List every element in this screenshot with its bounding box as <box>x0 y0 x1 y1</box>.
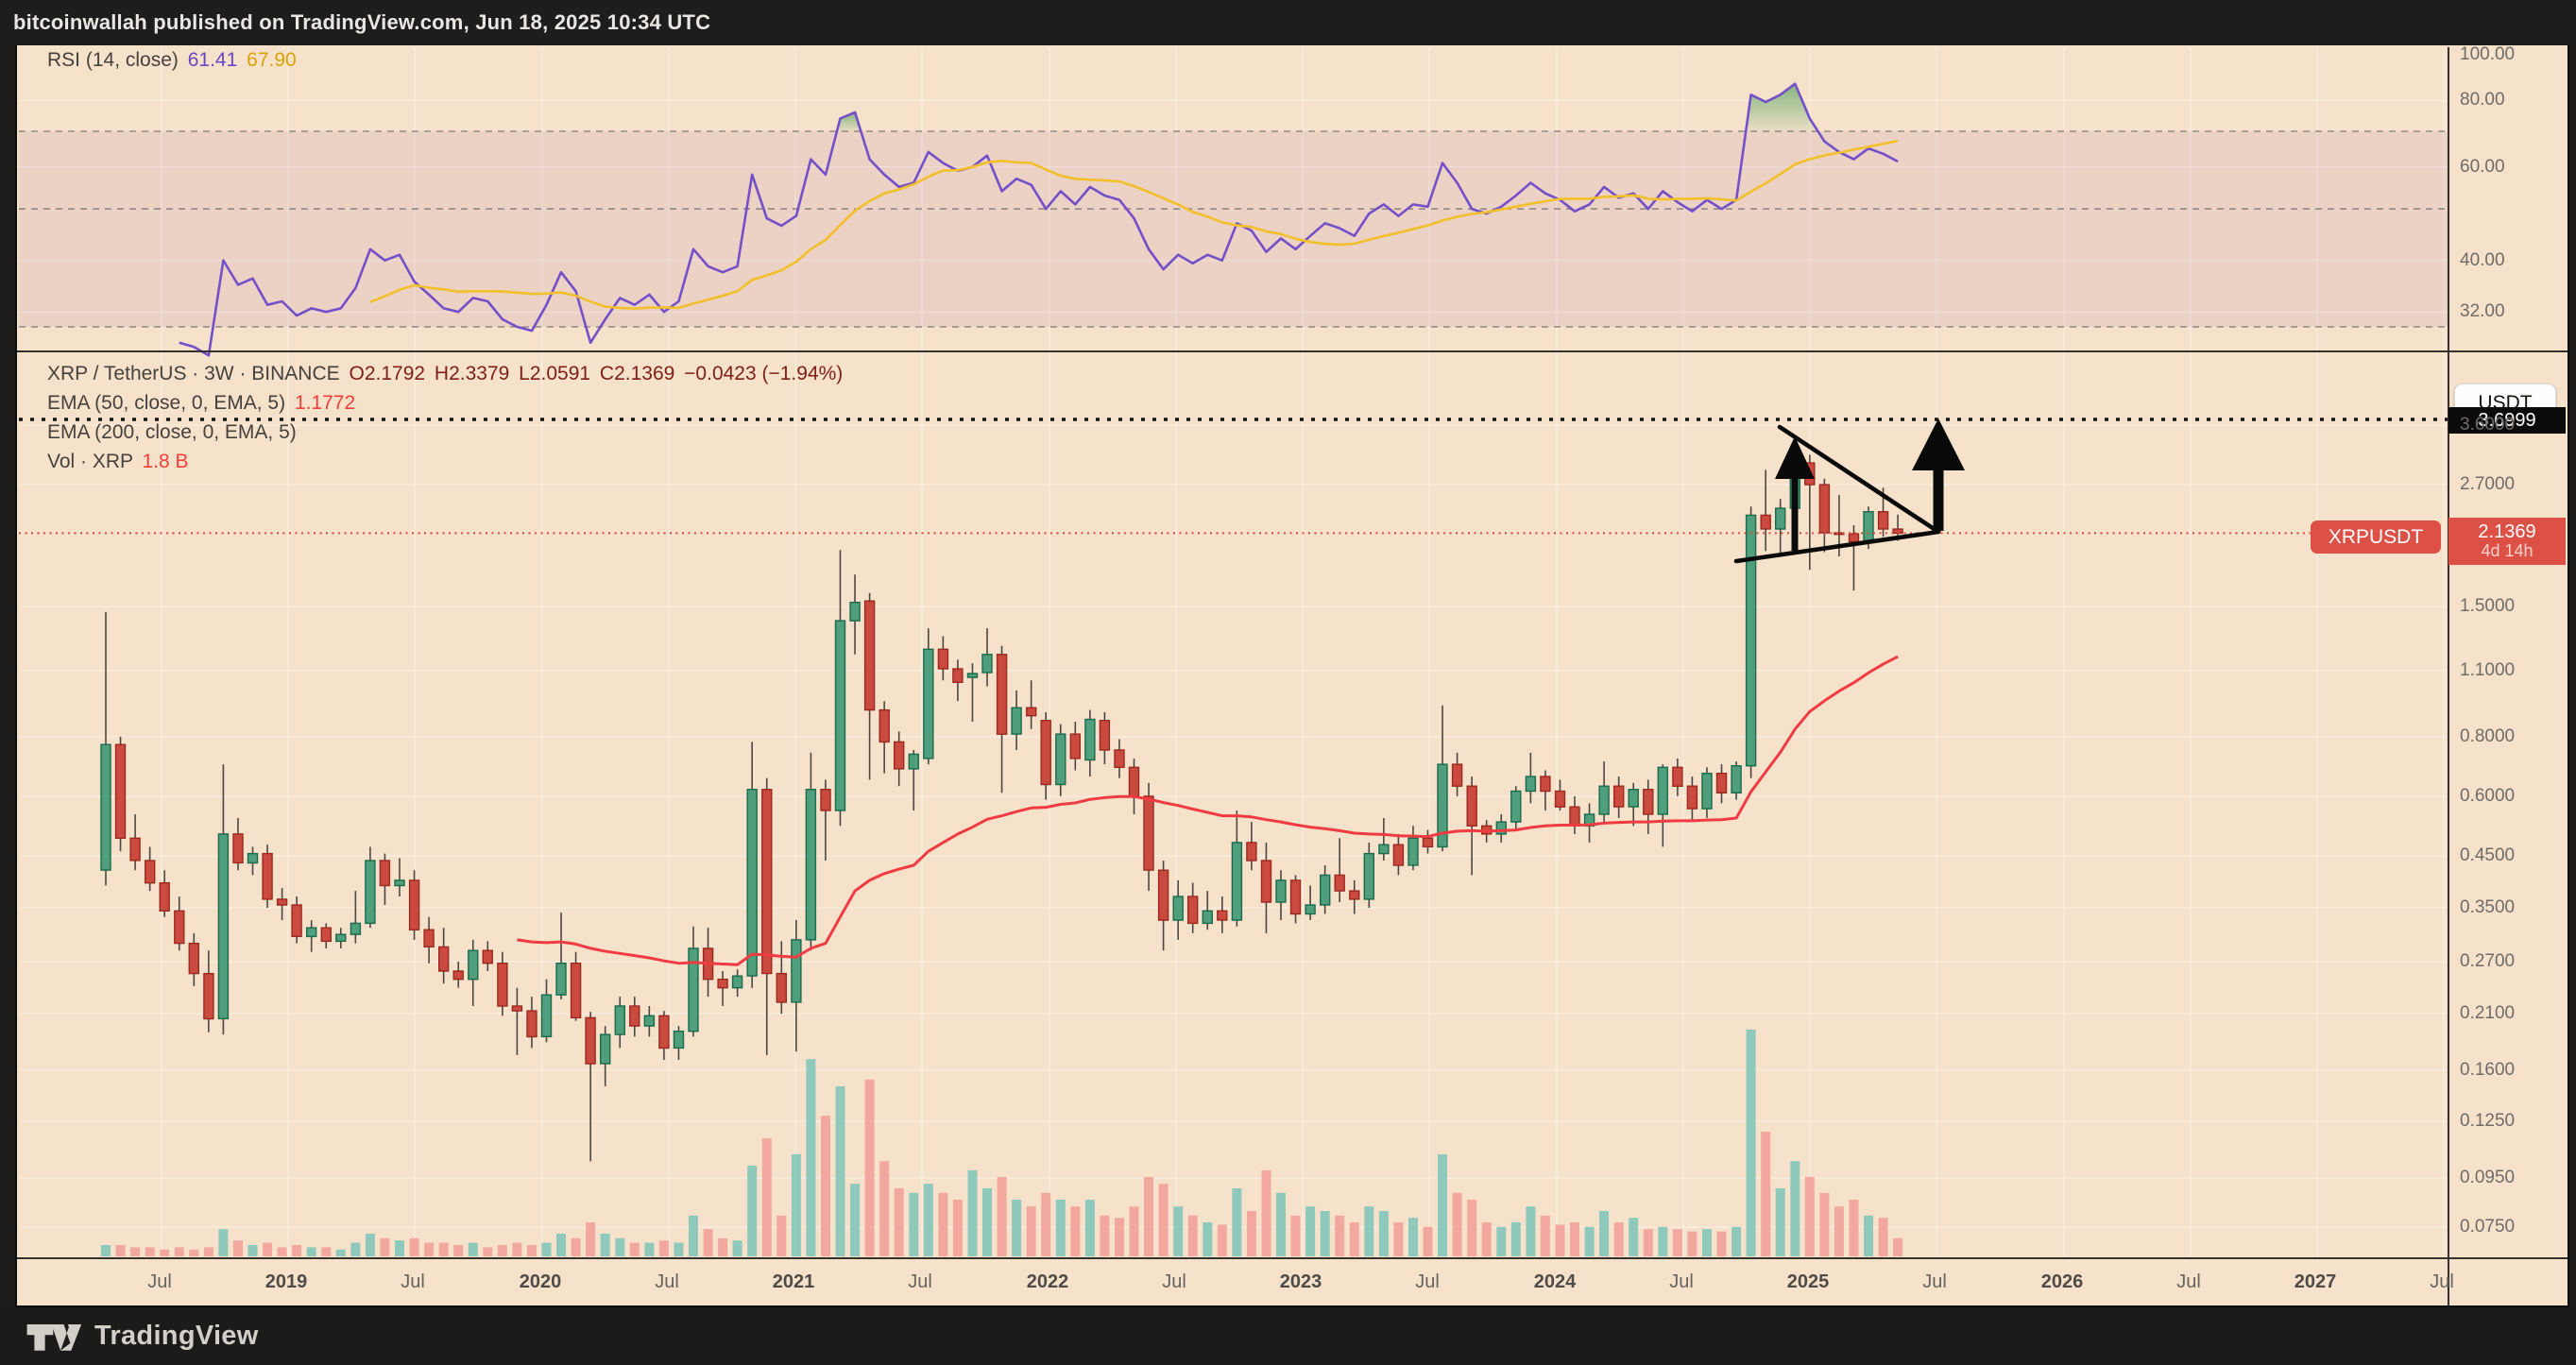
chart-surface[interactable] <box>17 45 2567 1307</box>
ohlc-low: L2.0591 <box>519 363 591 384</box>
volume-legend: Vol · XRP 1.8 B <box>47 451 189 473</box>
footer-bar: TradingView <box>0 1307 2576 1365</box>
time-axis-label[interactable]: 2020 <box>519 1271 562 1292</box>
rsi-legend: RSI (14, close) 61.41 67.90 <box>47 49 297 72</box>
price-scale-label[interactable]: 3.6000 <box>2460 415 2516 435</box>
price-scale-label[interactable]: 0.0750 <box>2460 1216 2516 1237</box>
publish-header: bitcoinwallah published on TradingView.c… <box>0 0 2576 45</box>
time-axis-label[interactable]: Jul <box>2430 1271 2454 1292</box>
time-axis-label[interactable]: 2022 <box>1026 1271 1069 1292</box>
price-scale-label[interactable]: 0.4500 <box>2460 845 2516 866</box>
price-scale-label[interactable]: 0.2100 <box>2460 1003 2516 1024</box>
volume-value: 1.8 B <box>142 451 189 472</box>
price-scale-label[interactable]: 0.1600 <box>2460 1059 2516 1080</box>
bar-countdown: 4d 14h <box>2481 541 2533 561</box>
last-price-value: 2.1369 <box>2478 521 2536 543</box>
time-axis-label[interactable]: 2024 <box>1533 1271 1577 1292</box>
symbol-legend: XRP / TetherUS · 3W · BINANCE O2.1792 H2… <box>47 363 843 385</box>
ohlc-change: −0.0423 (−1.94%) <box>684 363 844 384</box>
rsi-scale-label[interactable]: 100.00 <box>2460 44 2516 64</box>
ema200-label: EMA (200, close, 0, EMA, 5) <box>47 421 297 443</box>
time-axis-label[interactable]: Jul <box>1162 1271 1186 1292</box>
last-price-badge: 2.1369 4d 14h <box>2448 518 2566 565</box>
time-axis-label[interactable]: Jul <box>1669 1271 1694 1292</box>
ohlc-high: H2.3379 <box>434 363 510 384</box>
price-scale-label[interactable]: 0.8000 <box>2460 725 2516 746</box>
rsi-scale-label[interactable]: 60.00 <box>2460 156 2505 177</box>
time-axis-label[interactable]: Jul <box>655 1271 679 1292</box>
price-scale-label[interactable]: 1.5000 <box>2460 595 2516 616</box>
tradingview-logo-icon[interactable] <box>25 1315 85 1358</box>
ema50-value: 1.1772 <box>294 392 356 414</box>
symbol-name: XRP / TetherUS · 3W · BINANCE <box>47 363 340 384</box>
chart-frame <box>15 45 2569 1307</box>
price-scale-label[interactable]: 0.6000 <box>2460 785 2516 806</box>
price-scale-label[interactable]: 0.1250 <box>2460 1110 2516 1131</box>
ema50-legend: EMA (50, close, 0, EMA, 5) 1.1772 <box>47 392 355 415</box>
ath-level-badge: 3.6999 <box>2448 407 2566 434</box>
ema200-legend: EMA (200, close, 0, EMA, 5) <box>47 421 297 444</box>
time-axis-label[interactable]: Jul <box>401 1271 425 1292</box>
time-axis-label[interactable]: 2025 <box>1786 1271 1830 1292</box>
time-axis-label[interactable]: 2026 <box>2040 1271 2084 1292</box>
rsi-value: 61.41 <box>187 49 238 71</box>
price-scale-label[interactable]: 0.3500 <box>2460 897 2516 918</box>
price-scale-label[interactable]: 0.2700 <box>2460 951 2516 972</box>
time-axis-label[interactable]: 2021 <box>772 1271 815 1292</box>
price-scale-label[interactable]: 2.7000 <box>2460 474 2516 495</box>
time-axis-label[interactable]: 2019 <box>264 1271 308 1292</box>
time-axis-label[interactable]: Jul <box>1922 1271 1947 1292</box>
volume-label: Vol · XRP <box>47 451 133 472</box>
rsi-ma-value: 67.90 <box>247 49 297 71</box>
price-scale-label[interactable]: 0.0950 <box>2460 1168 2516 1188</box>
time-axis-label[interactable]: Jul <box>2176 1271 2201 1292</box>
ema50-label: EMA (50, close, 0, EMA, 5) <box>47 392 286 414</box>
rsi-scale-label[interactable]: 40.00 <box>2460 249 2505 270</box>
rsi-legend-label: RSI (14, close) <box>47 49 179 71</box>
price-scale-label[interactable]: 1.1000 <box>2460 660 2516 680</box>
rsi-scale-label[interactable]: 32.00 <box>2460 301 2505 322</box>
ohlc-open: O2.1792 <box>349 363 426 384</box>
time-axis-label[interactable]: 2023 <box>1279 1271 1322 1292</box>
time-axis-label[interactable]: Jul <box>908 1271 932 1292</box>
time-axis-label[interactable]: Jul <box>147 1271 172 1292</box>
footer-brand[interactable]: TradingView <box>94 1321 259 1351</box>
time-axis-label[interactable]: 2027 <box>2294 1271 2337 1292</box>
ohlc-close: C2.1369 <box>599 363 675 384</box>
symbol-price-label-badge: XRPUSDT <box>2311 520 2441 554</box>
publish-title: bitcoinwallah published on TradingView.c… <box>13 10 711 34</box>
rsi-scale-label[interactable]: 80.00 <box>2460 90 2505 111</box>
time-axis-label[interactable]: Jul <box>1415 1271 1440 1292</box>
